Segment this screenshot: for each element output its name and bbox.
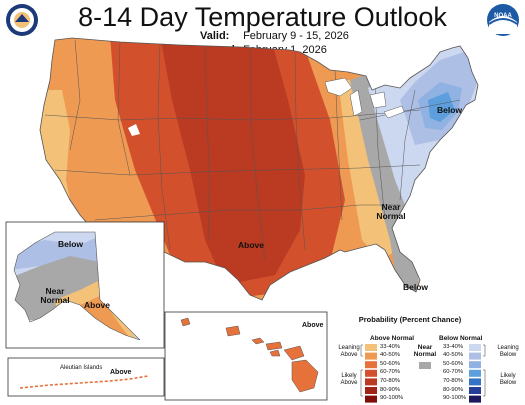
lake-huron — [369, 91, 387, 109]
alaska-near-normal-label: Near Normal — [40, 286, 70, 305]
legend-likely-above: Likely Above — [340, 373, 358, 386]
legend-below-swatch — [469, 395, 481, 403]
legend-near-swatch — [419, 362, 431, 369]
legend-below-swatch — [469, 378, 481, 386]
legend-above-range: 70-80% — [380, 377, 400, 384]
legend-above-range: 90-100% — [380, 395, 404, 402]
legend-below-range: 60-70% — [443, 369, 463, 376]
valid-dates: Valid: February 9 - 15, 2026 — [200, 30, 349, 42]
legend-above-range: 80-90% — [380, 386, 400, 393]
legend-below-range: 33-40% — [443, 343, 463, 350]
noaa-logo-icon: NOAA — [487, 4, 519, 36]
lake-superior — [324, 77, 353, 97]
legend-near-header: Near Normal — [413, 344, 437, 358]
aleutian-above-label: Above — [110, 369, 132, 376]
legend-above-header: Above Normal — [370, 335, 415, 342]
legend-brackets — [360, 344, 486, 397]
conus-above-label: Above — [238, 240, 264, 250]
legend-swatches — [360, 344, 486, 403]
aleutian-inset-box — [7, 357, 165, 397]
lake-erie — [383, 105, 405, 119]
legend-above-range: 60-70% — [380, 369, 400, 376]
hawaii-islands — [180, 317, 319, 393]
legend-likely-below: Likely Below — [499, 373, 517, 386]
hawaii-above-label: Above — [302, 322, 324, 329]
legend-above-range: 50-60% — [380, 360, 400, 367]
great-salt-lake — [128, 124, 140, 136]
noaa-logo-text: NOAA — [494, 13, 512, 19]
conus-below-se-label: Below — [403, 282, 429, 292]
legend-below-range: 70-80% — [443, 377, 463, 384]
legend-above-swatch — [365, 395, 377, 403]
legend-above-swatch — [365, 378, 377, 386]
conus-near-normal-label: Near Normal — [376, 202, 406, 221]
alaska-below-label: Below — [58, 239, 84, 249]
legend-below-swatch — [469, 387, 481, 394]
legend-above-swatch — [365, 352, 377, 360]
legend-below-range: 80-90% — [443, 386, 463, 393]
alaska-above-label: Above — [84, 300, 110, 310]
legend-above-swatch — [365, 361, 377, 369]
legend-above-range: 40-50% — [380, 352, 400, 359]
legend-below-swatch — [469, 361, 481, 369]
lake-michigan — [349, 89, 363, 117]
legend-below-range: 40-50% — [443, 352, 463, 359]
aleutian-chain — [19, 375, 149, 389]
commerce-seal-icon — [6, 4, 38, 36]
legend-above-swatch — [365, 369, 377, 377]
legend-below-swatch — [469, 344, 481, 351]
aleutian-islands-label: Aleutian Islands — [60, 365, 103, 371]
legend-below-swatch — [469, 369, 481, 377]
page-title: 8-14 Day Temperature Outlook — [78, 2, 447, 32]
legend-leaning-below: Leaning Below — [497, 345, 519, 358]
legend-title: Probability (Percent Chance) — [358, 315, 462, 324]
valid-value: February 9 - 15, 2026 — [243, 30, 349, 42]
legend-above-swatch — [365, 344, 377, 351]
legend-below-header: Below Normal — [439, 335, 483, 342]
legend-below-range: 50-60% — [443, 360, 463, 367]
legend-above-swatch — [365, 387, 377, 394]
legend-above-range: 33-40% — [380, 343, 400, 350]
alaska-outline — [13, 231, 141, 341]
legend-below-range: 90-100% — [443, 395, 467, 402]
legend-below-swatch — [469, 352, 481, 360]
legend-leaning-above: Leaning Above — [338, 345, 360, 358]
conus-below-label: Below — [437, 105, 463, 115]
